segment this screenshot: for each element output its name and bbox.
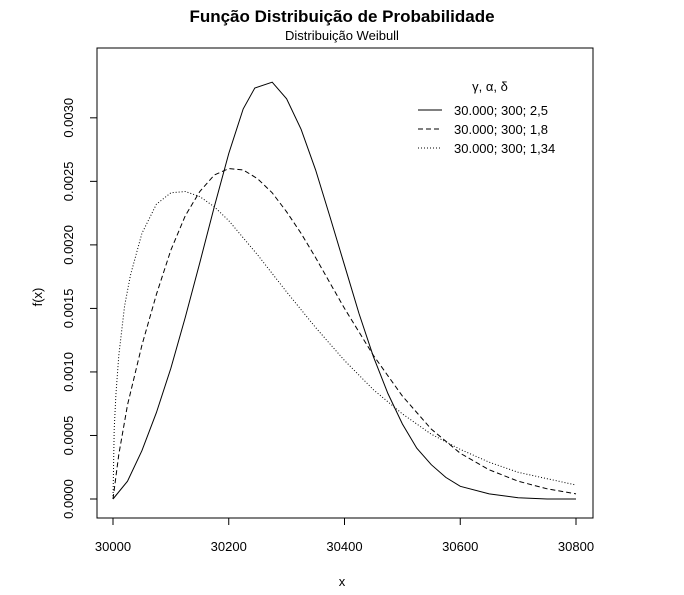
- y-tick-label: 0.0020: [61, 225, 76, 265]
- chart-title: Função Distribuição de Probabilidade: [189, 7, 494, 26]
- legend-label-3: 30.000; 300; 1,34: [454, 141, 555, 156]
- x-tick-label: 30200: [211, 539, 247, 554]
- x-tick-label: 30400: [326, 539, 362, 554]
- legend-label-1: 30.000; 300; 2,5: [454, 103, 548, 118]
- y-tick-label: 0.0005: [61, 416, 76, 456]
- y-axis-label: f(x): [30, 288, 45, 307]
- series-line-3: [112, 190, 577, 500]
- y-tick-label: 0.0015: [61, 289, 76, 329]
- x-axis: 30000 30200 30400 30600 30800: [95, 517, 594, 554]
- legend-title: γ, α, δ: [472, 79, 508, 94]
- legend: γ, α, δ 30.000; 300; 2,5 30.000; 300; 1,8…: [418, 79, 555, 156]
- x-tick-label: 30600: [442, 539, 478, 554]
- x-tick-label: 30800: [558, 539, 594, 554]
- series-line-1: [112, 81, 576, 500]
- plot-box: [96, 47, 594, 519]
- legend-label-2: 30.000; 300; 1,8: [454, 122, 548, 137]
- x-tick-label: 30000: [95, 539, 131, 554]
- y-tick-label: 0.0025: [61, 162, 76, 202]
- y-tick-label: 0.0010: [61, 352, 76, 392]
- series-line-2: [112, 168, 577, 500]
- x-axis-label: x: [339, 574, 346, 589]
- chart-subtitle: Distribuição Weibull: [285, 28, 399, 43]
- y-tick-label: 0.0000: [61, 479, 76, 519]
- y-tick-label: 0.0030: [61, 98, 76, 138]
- y-axis: 0.0000 0.0005 0.0010 0.0015 0.0020 0.0025 0.00…: [61, 98, 98, 519]
- series-layer: [112, 81, 577, 500]
